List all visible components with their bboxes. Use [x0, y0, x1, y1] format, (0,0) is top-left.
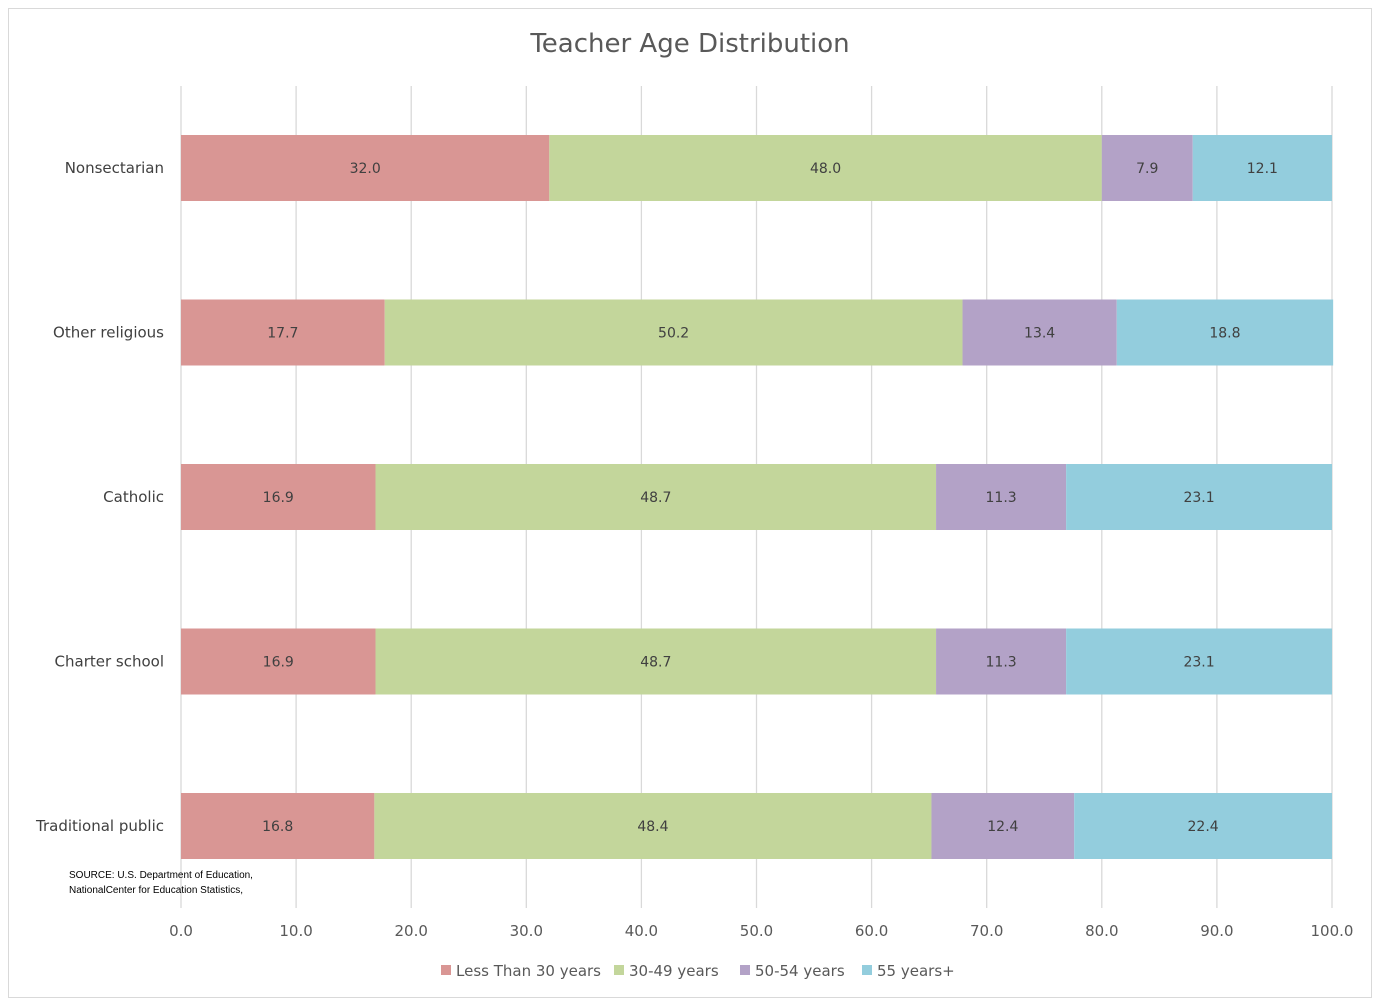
legend-label: 30-49 years [629, 962, 719, 980]
data-label: 12.4 [987, 819, 1018, 835]
category-label: Traditional public [35, 817, 164, 835]
bar-segment [1192, 135, 1332, 201]
data-label: 18.8 [1209, 326, 1240, 342]
bar-segment [1116, 299, 1334, 366]
legend-item: 30-49 years [614, 962, 719, 980]
x-tick-label: 70.0 [970, 922, 1003, 940]
legend-swatch [614, 965, 624, 975]
category-label: Other religious [53, 324, 164, 342]
x-tick-label: 30.0 [510, 922, 543, 940]
bar-segment [384, 299, 963, 366]
data-label: 48.4 [637, 819, 668, 835]
bar-segment [181, 299, 385, 366]
data-label: 48.0 [810, 161, 841, 177]
legend-label: Less Than 30 years [456, 962, 601, 980]
bar-segment [962, 299, 1117, 366]
data-label: 50.2 [658, 326, 689, 342]
data-label: 11.3 [986, 655, 1017, 671]
bars: 32.0 48.0 7.9 12.1 17.7 50.2 13.4 18.8 16.9 48.7 1… [181, 135, 1334, 859]
bar-segment [181, 628, 376, 695]
data-label: 23.1 [1183, 490, 1214, 506]
bar-segment [1066, 464, 1332, 530]
data-label: 16.9 [263, 655, 294, 671]
bar-segment [1074, 793, 1332, 859]
data-label: 17.7 [267, 326, 298, 342]
source-line: SOURCE: U.S. Department of Education, [69, 870, 253, 881]
bar-segment [931, 793, 1075, 859]
bar-segment [549, 135, 1102, 201]
category-axis: Nonsectarian Other religious Catholic Chart… [35, 159, 164, 835]
bar-segment [375, 628, 937, 695]
value-axis: 0.0 10.0 20.0 30.0 40.0 50.0 60.0 70.0 80.0 90.0 1… [169, 922, 1353, 940]
data-label: 48.7 [640, 655, 671, 671]
bar-segment [1101, 135, 1193, 201]
bar-segment [374, 793, 932, 859]
legend-swatch [740, 965, 750, 975]
legend-swatch [441, 965, 451, 975]
x-tick-label: 60.0 [855, 922, 888, 940]
x-tick-label: 0.0 [169, 922, 193, 940]
data-label: 13.4 [1024, 326, 1055, 342]
bar-segment [375, 464, 937, 530]
legend-item: Less Than 30 years [441, 962, 601, 980]
x-tick-label: 100.0 [1311, 922, 1354, 940]
category-label: Nonsectarian [65, 159, 164, 177]
x-tick-label: 90.0 [1200, 922, 1233, 940]
source-note: SOURCE: U.S. Department of Education, Nat… [69, 870, 253, 896]
legend-label: 55 years+ [877, 962, 955, 980]
legend: Less Than 30 years 30-49 years 50-54 years… [441, 962, 955, 980]
data-label: 16.8 [262, 819, 293, 835]
category-label: Catholic [103, 488, 164, 506]
data-label: 48.7 [640, 490, 671, 506]
legend-swatch [862, 965, 872, 975]
data-label: 11.3 [986, 490, 1017, 506]
x-tick-label: 80.0 [1085, 922, 1118, 940]
data-label: 7.9 [1136, 161, 1158, 177]
x-tick-label: 10.0 [279, 922, 312, 940]
bar-segment [181, 135, 550, 201]
legend-item: 50-54 years [740, 962, 845, 980]
data-label: 32.0 [350, 161, 381, 177]
bar-segment [936, 628, 1067, 695]
bar-segment [936, 464, 1067, 530]
bar-segment [181, 464, 376, 530]
data-label: 23.1 [1183, 655, 1214, 671]
data-label: 22.4 [1188, 819, 1219, 835]
data-label: 16.9 [263, 490, 294, 506]
chart-title: Teacher Age Distribution [529, 29, 849, 59]
x-tick-label: 20.0 [394, 922, 427, 940]
legend-label: 50-54 years [755, 962, 845, 980]
bar-segment [181, 793, 375, 859]
category-label: Charter school [55, 653, 164, 671]
data-label: 12.1 [1247, 161, 1278, 177]
legend-item: 55 years+ [862, 962, 955, 980]
x-tick-label: 50.0 [740, 922, 773, 940]
x-tick-label: 40.0 [625, 922, 658, 940]
source-line: NationalCenter for Education Statistics, [69, 885, 243, 896]
bar-segment [1066, 628, 1332, 695]
